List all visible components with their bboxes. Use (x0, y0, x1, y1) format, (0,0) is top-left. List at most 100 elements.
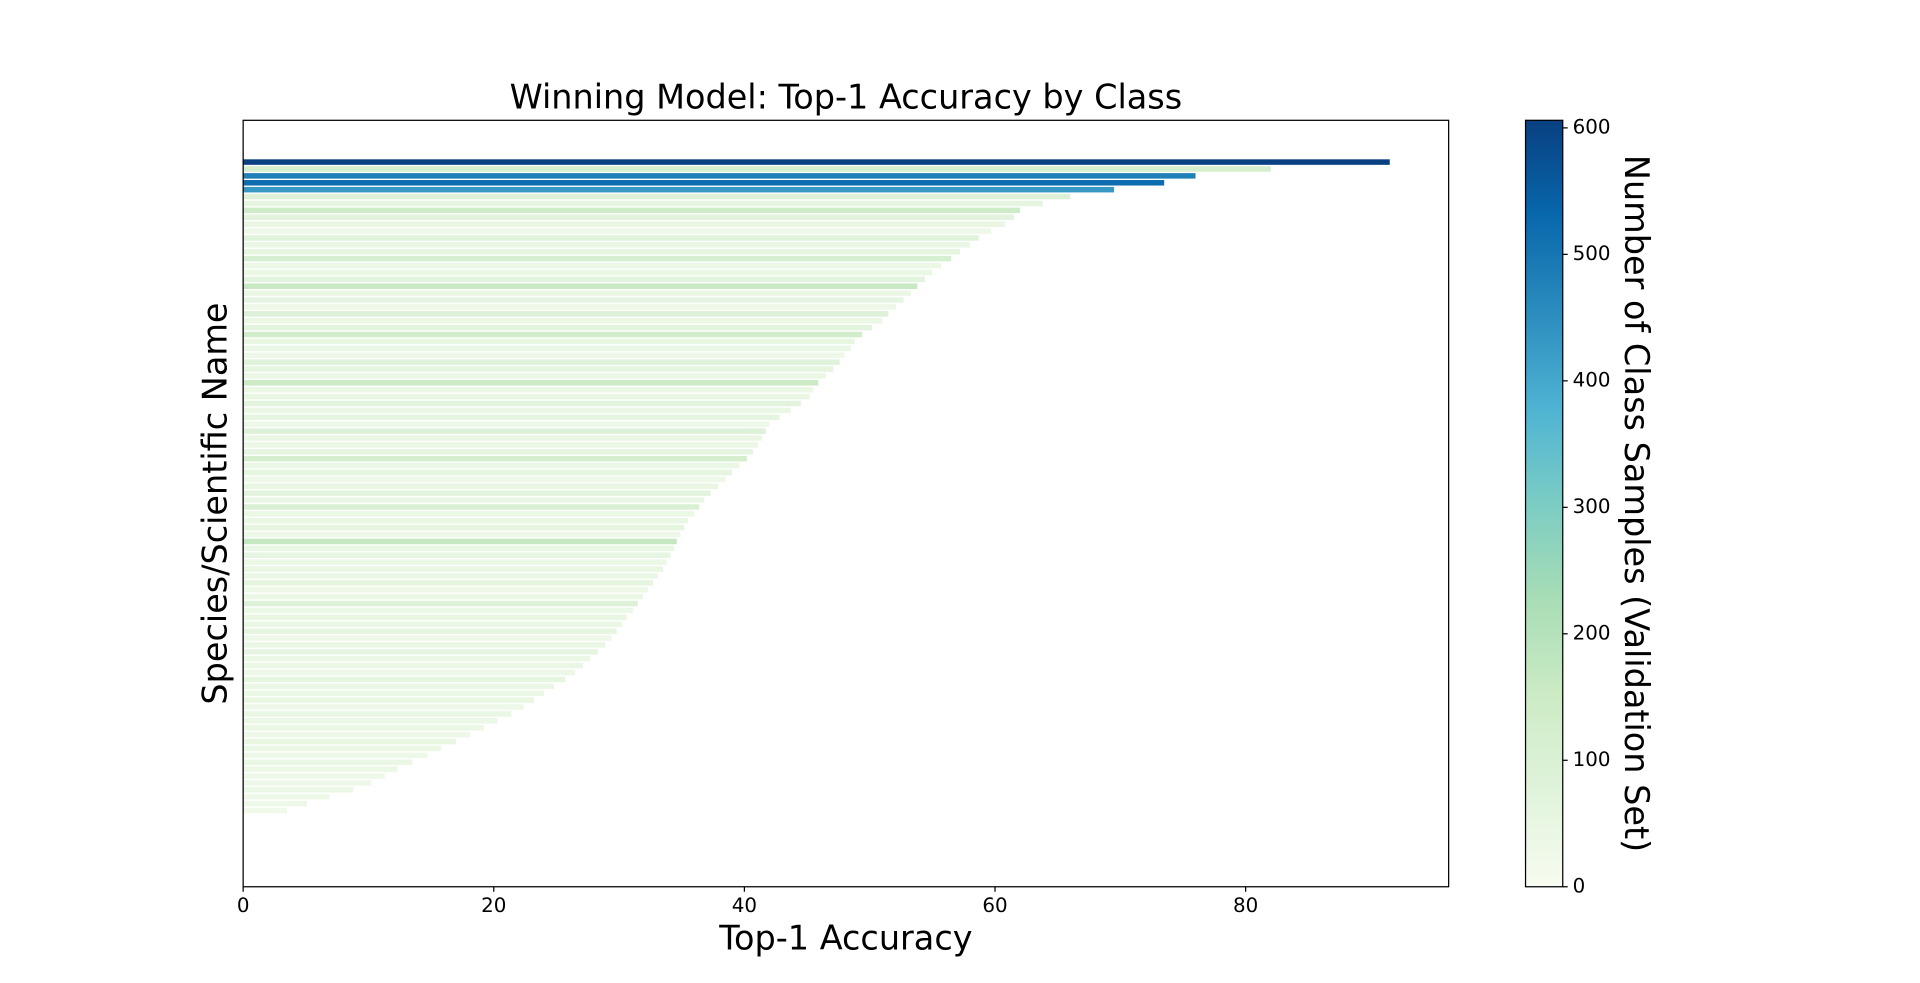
colorbar-label: Number of Class Samples (Validation Set) (1617, 155, 1656, 852)
bar (243, 531, 681, 538)
bar (243, 738, 457, 745)
bar (243, 235, 979, 241)
bar (243, 649, 598, 655)
bar (243, 173, 1196, 179)
bar (243, 614, 627, 621)
colorbar-tick-label: 500 (1573, 242, 1611, 265)
bar (243, 262, 942, 269)
bar (243, 290, 912, 296)
bar (243, 228, 992, 234)
bar (243, 242, 970, 248)
chart-title: Winning Model: Top-1 Accuracy by Class (510, 78, 1183, 117)
bar (243, 607, 633, 614)
bar (243, 780, 371, 786)
x-tick-label: 40 (732, 894, 757, 917)
bar (243, 159, 1390, 165)
bar (243, 655, 591, 662)
bar (243, 697, 534, 703)
bar (243, 428, 766, 434)
bar (243, 580, 653, 586)
bar (243, 462, 740, 469)
y-axis-label: Species/Scientific Name (196, 302, 235, 704)
bar (243, 373, 826, 379)
bar (243, 724, 484, 731)
bar (243, 718, 498, 724)
bar (243, 455, 747, 462)
bar (243, 317, 883, 324)
bar (243, 311, 889, 317)
bar (243, 669, 576, 676)
bar (243, 449, 754, 455)
bar (243, 276, 925, 283)
colorbar-tick-label: 300 (1573, 495, 1611, 518)
bar (243, 545, 675, 552)
bar (243, 283, 918, 289)
bar (243, 324, 873, 331)
bar (243, 214, 1014, 221)
colorbar-tick-label: 400 (1573, 368, 1611, 391)
bar (243, 759, 413, 765)
bar (243, 793, 330, 800)
bar (243, 559, 667, 565)
bar (243, 193, 1071, 200)
bar (243, 766, 398, 772)
bar (243, 566, 663, 572)
x-tick-label: 0 (237, 894, 250, 917)
bar (243, 731, 470, 738)
colorbar (1524, 119, 1564, 888)
bar (243, 207, 1021, 214)
colorbar-tick-label: 0 (1573, 874, 1586, 897)
bar (243, 380, 819, 386)
bar (243, 414, 780, 421)
bar (243, 511, 695, 517)
bar (243, 600, 638, 607)
bar (243, 642, 606, 648)
colorbar-tick-label: 600 (1573, 115, 1611, 138)
bar (243, 745, 442, 752)
bar (243, 393, 810, 400)
bar (243, 386, 814, 393)
bar (243, 352, 845, 358)
colorbar-tick-label: 200 (1573, 621, 1611, 644)
bar (243, 483, 719, 490)
bar (243, 248, 960, 255)
bar (243, 711, 512, 717)
bar (243, 593, 643, 600)
bar (243, 166, 1271, 172)
bar (243, 469, 732, 476)
plot-frame (242, 119, 1450, 888)
bar (243, 628, 617, 634)
bar (243, 200, 1043, 207)
colorbar-tick-label: 100 (1573, 748, 1611, 771)
bar (243, 800, 308, 807)
bar (243, 407, 791, 414)
bar (243, 331, 863, 338)
bar (243, 442, 759, 448)
bar (243, 524, 685, 531)
bar (243, 538, 677, 545)
bar (243, 704, 524, 710)
bar (243, 269, 933, 276)
bar (243, 552, 671, 559)
bar (243, 221, 1006, 227)
x-tick-label: 20 (481, 894, 506, 917)
x-axis-label: Top-1 Accuracy (718, 919, 972, 958)
bar (243, 180, 1165, 186)
bar (243, 297, 904, 303)
bar (243, 621, 622, 628)
bar (243, 662, 583, 669)
bar (243, 635, 612, 641)
bar (243, 690, 544, 696)
bar (243, 345, 851, 352)
bar (243, 366, 834, 372)
bar (243, 518, 689, 524)
x-tick-label: 60 (982, 894, 1007, 917)
bar (243, 497, 705, 503)
bar (243, 186, 1115, 193)
bar (243, 683, 554, 690)
x-tick-label: 80 (1233, 894, 1258, 917)
bar (243, 421, 770, 427)
bar (243, 752, 428, 759)
